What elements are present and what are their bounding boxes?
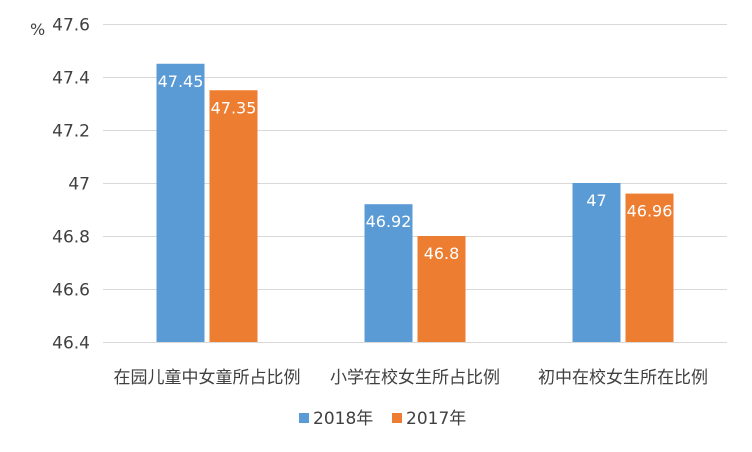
legend-label: 2017年 — [406, 409, 466, 429]
legend-swatch-2018年 — [299, 413, 309, 423]
x-category-label: 小学在校女生所占比例 — [330, 368, 500, 388]
gridlines — [103, 24, 727, 343]
data-label: 47.35 — [211, 98, 257, 117]
bar-2018年-0 — [156, 63, 205, 342]
data-label: 46.96 — [627, 202, 673, 221]
y-tick-label: 47 — [68, 175, 90, 195]
bars — [156, 63, 674, 342]
x-axis-categories: 在园儿童中女童所占比例 小学在校女生所占比例 初中在校女生所在比例 — [114, 368, 709, 388]
y-axis-ticks: 46.4 46.6 46.8 47 47.2 47.4 47.6 — [52, 16, 90, 354]
bar-2017年-2 — [625, 193, 674, 342]
bar-2017年-0 — [209, 90, 258, 342]
y-tick-label: 47.4 — [52, 69, 90, 89]
y-tick-label: 46.6 — [52, 281, 90, 301]
y-tick-label: 47.2 — [52, 122, 90, 142]
data-label: 46.92 — [366, 212, 412, 231]
legend-label: 2018年 — [313, 409, 373, 429]
data-label: 47 — [586, 191, 606, 210]
y-tick-label: 46.4 — [52, 334, 90, 354]
x-category-label: 在园儿童中女童所占比例 — [114, 368, 301, 388]
bar-2018年-2 — [572, 183, 621, 342]
bar-2018年-1 — [364, 204, 413, 342]
bar-2017年-1 — [417, 236, 466, 342]
data-label: 46.8 — [424, 244, 460, 263]
y-tick-label: 47.6 — [52, 16, 90, 36]
legend: 2018年 2017年 — [299, 409, 466, 429]
y-axis-unit-label: % — [30, 20, 45, 39]
x-category-label: 初中在校女生所在比例 — [538, 368, 708, 388]
y-tick-label: 46.8 — [52, 228, 90, 248]
data-label: 47.45 — [158, 72, 204, 91]
legend-swatch-2017年 — [392, 413, 402, 423]
data-labels: 47.45 47.35 46.92 46.8 47 46.96 — [158, 72, 673, 263]
